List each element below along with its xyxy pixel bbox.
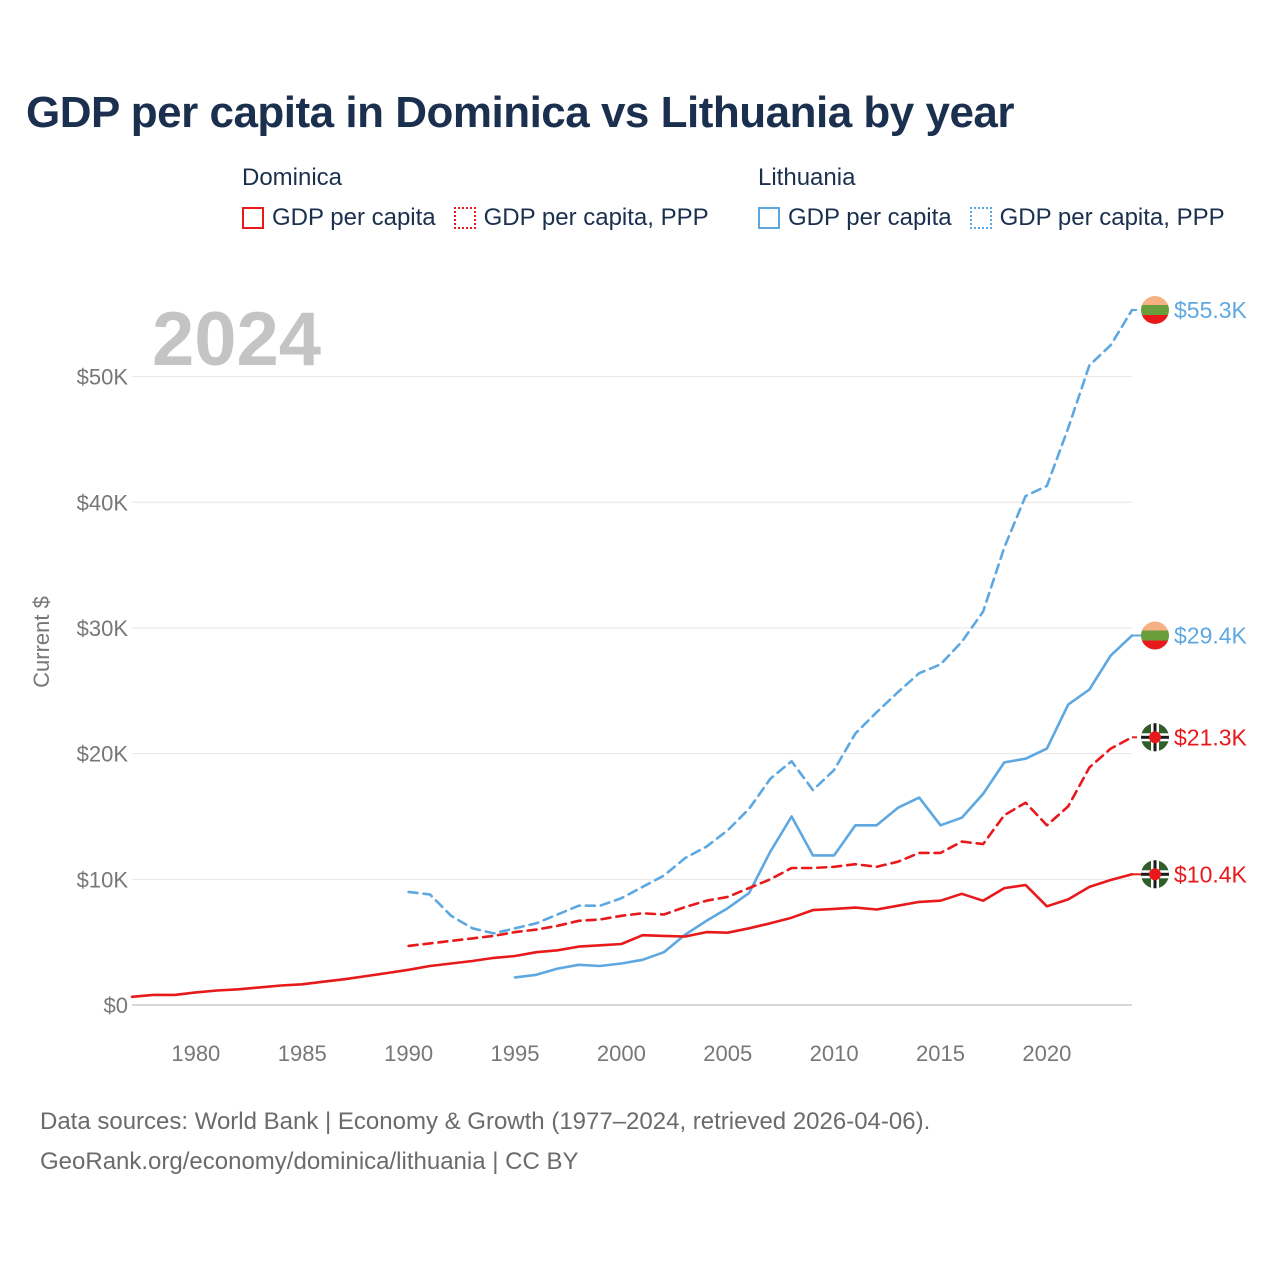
chart-title: GDP per capita in Dominica vs Lithuania … bbox=[26, 88, 1015, 137]
x-tick-label: 2020 bbox=[1022, 1041, 1071, 1066]
x-tick-label: 2005 bbox=[703, 1041, 752, 1066]
legend-item-lithuania-gdp[interactable]: GDP per capita bbox=[758, 204, 952, 232]
end-markers: $55.3K $29.4K $21.3K $10.4K bbox=[1132, 296, 1248, 889]
legend-swatch-solid-blue bbox=[758, 207, 780, 229]
year-watermark: 2024 bbox=[152, 297, 322, 382]
legend-item-dominica-gdp[interactable]: GDP per capita bbox=[242, 204, 436, 232]
y-tick-label: $0 bbox=[104, 993, 128, 1018]
dominica-flag-icon bbox=[1141, 723, 1169, 752]
legend-label: GDP per capita, PPP bbox=[483, 204, 709, 231]
legend-label: GDP per capita bbox=[272, 204, 436, 231]
series-lines bbox=[130, 308, 1134, 999]
gridlines bbox=[132, 376, 1132, 1006]
y-axis-label: Current $ bbox=[29, 596, 54, 688]
lithuania-flag-icon bbox=[1141, 296, 1169, 324]
x-tick-label: 2015 bbox=[916, 1041, 965, 1066]
series-line bbox=[130, 872, 1134, 999]
end-value-label: $29.4K bbox=[1174, 623, 1248, 649]
legend-group-lithuania: Lithuania GDP per capita GDP per capita,… bbox=[758, 160, 1225, 232]
y-tick-label: $10K bbox=[77, 867, 129, 892]
series-line bbox=[407, 308, 1134, 935]
legend-country-lithuania: Lithuania bbox=[758, 164, 856, 191]
end-value-label: $55.3K bbox=[1174, 297, 1248, 323]
end-value-label: $21.3K bbox=[1174, 724, 1248, 750]
axes: $0 $10K $20K $30K $40K $50K 1980 1985 1990 1995 20… bbox=[77, 365, 1072, 1066]
x-tick-label: 1985 bbox=[278, 1041, 327, 1066]
legend-swatch-solid-red bbox=[242, 207, 264, 229]
legend-swatch-dotted-red bbox=[453, 207, 476, 229]
x-tick-label: 1995 bbox=[491, 1041, 540, 1066]
dominica-flag-icon bbox=[1141, 860, 1169, 889]
x-tick-label: 2000 bbox=[597, 1041, 646, 1066]
legend-group-dominica: Dominica GDP per capita GDP per capita, … bbox=[242, 160, 709, 232]
footer-link[interactable]: GeoRank.org/economy/dominica/lithuania |… bbox=[40, 1148, 579, 1175]
y-tick-label: $40K bbox=[77, 490, 129, 515]
x-tick-label: 1990 bbox=[384, 1041, 433, 1066]
legend-country-dominica: Dominica bbox=[242, 164, 343, 191]
footer-sources: Data sources: World Bank | Economy & Gro… bbox=[40, 1108, 931, 1135]
lithuania-flag-icon bbox=[1141, 621, 1169, 650]
x-tick-label: 1980 bbox=[171, 1041, 220, 1066]
legend-item-dominica-gdp-ppp[interactable]: GDP per capita, PPP bbox=[453, 204, 709, 232]
series-line bbox=[513, 634, 1134, 979]
legend-label: GDP per capita, PPP bbox=[999, 204, 1225, 231]
y-tick-label: $50K bbox=[77, 365, 129, 390]
y-tick-label: $20K bbox=[77, 742, 129, 767]
end-value-label: $10.4K bbox=[1174, 861, 1248, 887]
x-tick-label: 2010 bbox=[810, 1041, 859, 1066]
y-tick-label: $30K bbox=[77, 616, 129, 641]
series-line bbox=[407, 735, 1134, 948]
legend-label: GDP per capita bbox=[788, 204, 952, 231]
legend-item-lithuania-gdp-ppp[interactable]: GDP per capita, PPP bbox=[969, 204, 1225, 232]
legend-swatch-dotted-blue bbox=[969, 207, 992, 229]
